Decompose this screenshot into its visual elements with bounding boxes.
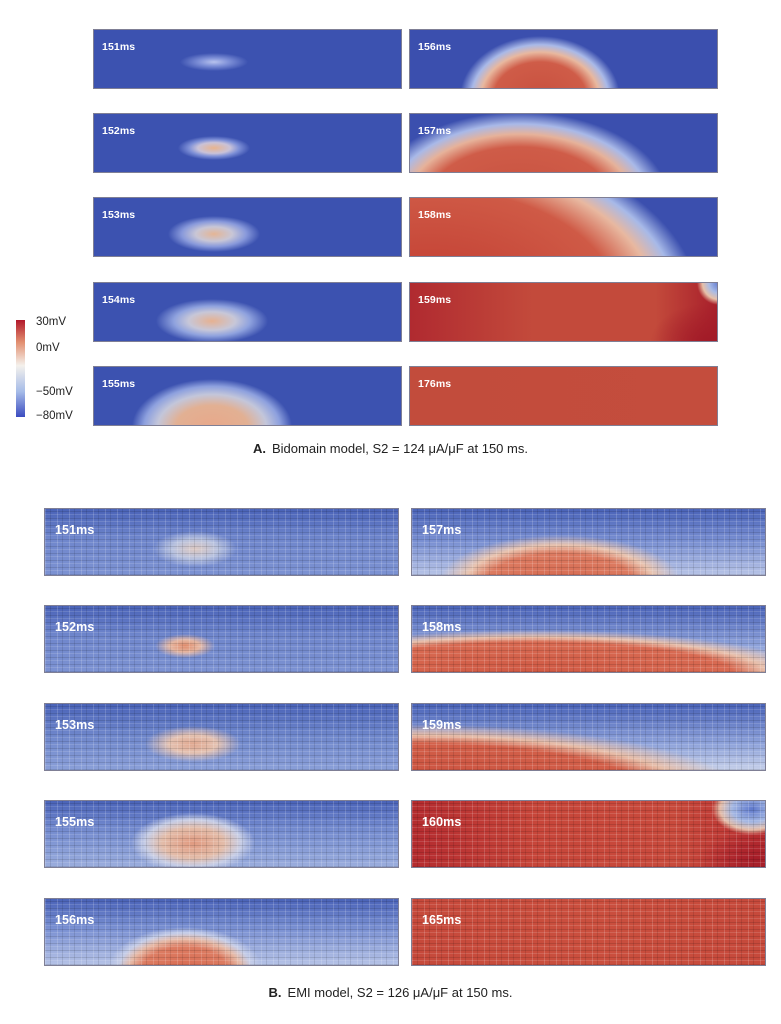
time-label: 151ms	[55, 523, 95, 537]
potential-map	[45, 606, 398, 672]
time-label: 152ms	[102, 125, 136, 137]
mesh-overlay	[412, 704, 765, 770]
mesh-overlay	[45, 801, 398, 867]
potential-map	[412, 606, 765, 672]
emi-frame-165ms: 165ms	[411, 898, 766, 966]
mesh-overlay	[412, 606, 765, 672]
time-label: 157ms	[418, 125, 452, 137]
time-label: 157ms	[422, 523, 462, 537]
potential-map	[45, 509, 398, 575]
emi-frame-153ms: 153ms	[44, 703, 399, 771]
time-label: 155ms	[55, 815, 95, 829]
time-label: 159ms	[418, 294, 452, 306]
time-label: 152ms	[55, 620, 95, 634]
time-label: 154ms	[102, 294, 136, 306]
caption-label: B.	[268, 985, 282, 1000]
mesh-overlay	[45, 509, 398, 575]
mesh-overlay	[45, 606, 398, 672]
potential-map	[94, 198, 401, 256]
potential-map	[94, 283, 401, 341]
time-label: 158ms	[422, 620, 462, 634]
mesh-overlay	[45, 899, 398, 965]
potential-map	[410, 367, 717, 425]
time-label: 156ms	[418, 41, 452, 53]
potential-map	[410, 30, 717, 88]
potential-map	[410, 198, 717, 256]
bidomain-frame-152ms: 152ms	[93, 113, 402, 173]
potential-map	[410, 114, 717, 172]
time-label: 151ms	[102, 41, 136, 53]
bidomain-caption: A. Bidomain model, S2 = 124 μA/μF at 150 …	[0, 441, 781, 456]
potential-map	[410, 283, 717, 341]
time-label: 159ms	[422, 718, 462, 732]
time-label: 155ms	[102, 378, 136, 390]
bidomain-frame-158ms: 158ms	[409, 197, 718, 257]
potential-map	[412, 899, 765, 965]
time-label: 176ms	[418, 378, 452, 390]
colorbar-tick: −50mV	[36, 386, 73, 398]
emi-frame-159ms: 159ms	[411, 703, 766, 771]
bidomain-frame-157ms: 157ms	[409, 113, 718, 173]
bidomain-frame-153ms: 153ms	[93, 197, 402, 257]
emi-frame-158ms: 158ms	[411, 605, 766, 673]
caption-text: EMI model, S2 = 126 μA/μF at 150 ms.	[287, 985, 513, 1000]
emi-frame-156ms: 156ms	[44, 898, 399, 966]
caption-label: A.	[253, 441, 266, 456]
potential-map	[412, 509, 765, 575]
potential-map	[412, 704, 765, 770]
potential-map	[412, 801, 765, 867]
emi-frame-157ms: 157ms	[411, 508, 766, 576]
bidomain-frame-176ms: 176ms	[409, 366, 718, 426]
potential-map	[94, 30, 401, 88]
bidomain-frame-155ms: 155ms	[93, 366, 402, 426]
time-label: 158ms	[418, 209, 452, 221]
colorbar-tick: −80mV	[36, 410, 73, 422]
potential-map	[94, 114, 401, 172]
time-label: 156ms	[55, 913, 95, 927]
colorbar-tick: 0mV	[36, 342, 60, 354]
bidomain-frame-156ms: 156ms	[409, 29, 718, 89]
emi-frame-152ms: 152ms	[44, 605, 399, 673]
emi-frame-151ms: 151ms	[44, 508, 399, 576]
emi-frame-160ms: 160ms	[411, 800, 766, 868]
time-label: 153ms	[102, 209, 136, 221]
bidomain-frame-154ms: 154ms	[93, 282, 402, 342]
mesh-overlay	[412, 509, 765, 575]
emi-frame-155ms: 155ms	[44, 800, 399, 868]
potential-map	[45, 899, 398, 965]
caption-text: Bidomain model, S2 = 124 μA/μF at 150 ms…	[272, 441, 528, 456]
emi-caption: B. EMI model, S2 = 126 μA/μF at 150 ms.	[0, 985, 781, 1000]
time-label: 160ms	[422, 815, 462, 829]
time-label: 153ms	[55, 718, 95, 732]
mesh-overlay	[45, 704, 398, 770]
bidomain-frame-159ms: 159ms	[409, 282, 718, 342]
time-label: 165ms	[422, 913, 462, 927]
bidomain-frame-151ms: 151ms	[93, 29, 402, 89]
potential-map	[45, 704, 398, 770]
colorbar-tick: 30mV	[36, 316, 67, 328]
potential-map	[45, 801, 398, 867]
colorbar-gradient	[16, 320, 25, 417]
potential-map	[94, 367, 401, 425]
mesh-overlay	[412, 899, 765, 965]
mesh-overlay	[412, 801, 765, 867]
